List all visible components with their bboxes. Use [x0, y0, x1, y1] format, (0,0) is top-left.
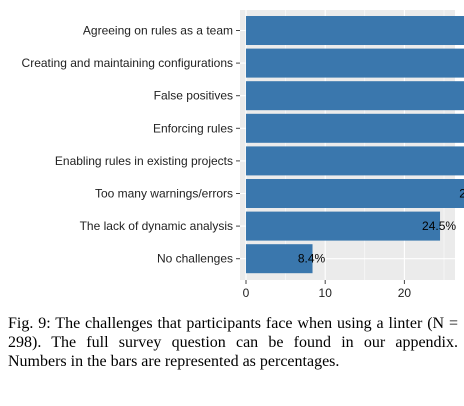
data-labels: 47.0%38.3%33.9%33.6%33.2%29.2%24.5%8.4% [298, 187, 464, 266]
bar [246, 179, 464, 208]
data-label: 29.2% [459, 187, 464, 201]
bar [246, 16, 464, 45]
category-label: No challenges [157, 252, 233, 266]
category-label: Too many warnings/errors [95, 187, 233, 201]
bar [246, 81, 464, 111]
bars [246, 16, 464, 274]
x-tick-label: 10 [319, 286, 333, 300]
category-label: Creating and maintaining configurations [22, 56, 233, 70]
bar [246, 244, 313, 274]
bar-chart: Agreeing on rules as a team Creating and … [22, 10, 464, 300]
bar [246, 113, 464, 143]
category-labels: Agreeing on rules as a team Creating and … [22, 24, 240, 266]
data-label: 24.5% [422, 219, 456, 233]
bar [246, 146, 464, 176]
category-label: Agreeing on rules as a team [83, 24, 233, 38]
x-tick-label: 0 [243, 286, 250, 300]
bar [246, 211, 441, 241]
data-label: 8.4% [298, 252, 326, 266]
x-axis-ticks: 01020304050 [243, 280, 412, 300]
category-label: False positives [154, 89, 233, 103]
category-label: The lack of dynamic analysis [80, 219, 233, 233]
x-tick-label: 20 [398, 286, 412, 300]
category-label: Enforcing rules [153, 121, 233, 135]
bar [246, 48, 464, 78]
figure-caption: Fig. 9: The challenges that participants… [8, 315, 458, 370]
category-label: Enabling rules in existing projects [55, 154, 233, 168]
